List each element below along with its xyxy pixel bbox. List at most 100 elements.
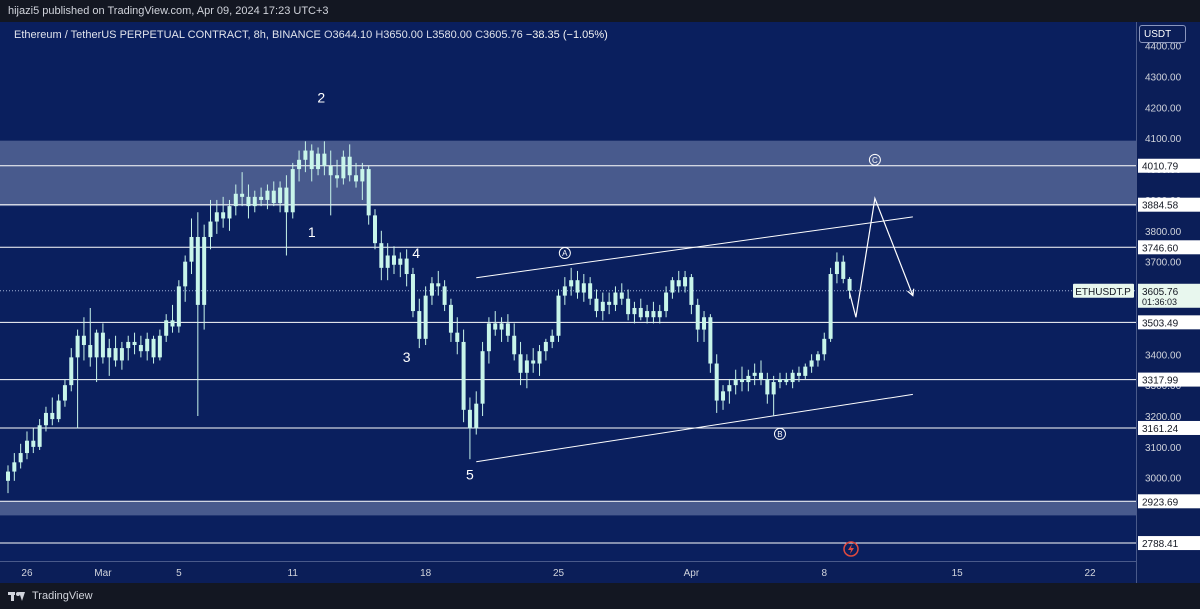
wave-label-5: 5 — [466, 466, 474, 482]
candle-body-128 — [815, 354, 820, 361]
candle-body-45 — [290, 169, 295, 213]
price-plot[interactable]: 2 1 4 3 5 A B C ETHUSDT.P — [0, 22, 1136, 561]
channel-line-0 — [476, 216, 913, 279]
candle-body-74 — [474, 403, 479, 429]
wave-circle-label-A: A — [562, 249, 568, 258]
candle-body-131 — [834, 261, 839, 275]
candle-body-29 — [189, 236, 194, 262]
wave-circle-label-B: B — [777, 430, 782, 439]
price-tick-0: 3000.00 — [1145, 474, 1182, 485]
candle-body-66 — [423, 295, 428, 339]
currency-button[interactable]: USDT — [1139, 25, 1186, 43]
candle-body-67 — [429, 283, 434, 296]
candle-body-27 — [176, 286, 181, 327]
candle-body-39 — [252, 196, 257, 207]
candle-body-94 — [600, 301, 605, 312]
candle-body-71 — [455, 332, 460, 342]
price-tick-13: 4300.00 — [1145, 72, 1182, 83]
candle-body-37 — [240, 193, 245, 197]
candle-body-115 — [733, 378, 738, 386]
candle-body-35 — [227, 206, 232, 219]
candle-body-47 — [303, 150, 308, 160]
candle-body-119 — [758, 372, 763, 379]
candle-body-52 — [335, 175, 340, 179]
candle-body-60 — [385, 255, 390, 268]
level-tag-1: 3884.58 — [1142, 201, 1179, 212]
projection-arrowhead — [907, 288, 915, 297]
wave-circle-B: B — [773, 427, 786, 440]
candle-body-118 — [752, 372, 757, 376]
symbol-name: Ethereum / TetherUS PERPETUAL CONTRACT, … — [14, 29, 321, 41]
candle-body-4 — [31, 440, 36, 447]
time-tick-0: 26 — [21, 568, 33, 579]
candle-body-101 — [645, 311, 650, 318]
candle-body-108 — [689, 277, 694, 305]
symbol-tag-text: ETHUSDT.P — [1075, 287, 1131, 298]
candle-body-33 — [214, 212, 219, 222]
level-tag-bg-6 — [1138, 494, 1200, 509]
time-tick-7: 8 — [821, 568, 827, 579]
candle-body-63 — [404, 258, 409, 275]
candle-body-111 — [708, 317, 713, 364]
candle-body-42 — [271, 190, 276, 204]
publish-bar: hijazi5 published on TradingView.com, Ap… — [0, 0, 1200, 22]
price-tick-2: 3200.00 — [1145, 412, 1182, 423]
level-tag-0: 4010.79 — [1142, 162, 1179, 173]
candle-body-5 — [37, 425, 42, 447]
wave-circle-ring-B — [773, 427, 786, 440]
candle-body-24 — [157, 335, 162, 358]
price-axis[interactable]: 3000.003100.003200.003300.003400.003500.… — [1136, 22, 1200, 583]
candle-body-83 — [531, 360, 536, 364]
candle-body-97 — [619, 292, 624, 299]
high-value: 3650.00 — [383, 29, 424, 41]
supply-zone-1 — [0, 501, 1136, 516]
candle-body-125 — [796, 372, 801, 376]
time-tick-9: 22 — [1084, 568, 1096, 579]
candle-body-46 — [297, 159, 302, 170]
candle-body-75 — [480, 351, 485, 404]
wave-circle-ring-A — [558, 247, 571, 260]
time-tick-8: 15 — [952, 568, 964, 579]
level-tag-bg-0 — [1138, 158, 1200, 173]
wave-label-3: 3 — [403, 349, 411, 365]
level-tag-3: 3503.49 — [1142, 318, 1179, 329]
level-tag-bg-2 — [1138, 240, 1200, 255]
wave-circle-C: C — [868, 153, 881, 166]
level-tag-bg-4 — [1138, 372, 1200, 387]
candle-body-11 — [75, 335, 80, 358]
candle-body-87 — [556, 295, 561, 336]
candle-body-86 — [550, 335, 555, 342]
candle-body-132 — [841, 261, 846, 279]
candle-body-16 — [107, 348, 112, 358]
level-tag-5: 3161.24 — [1142, 424, 1179, 435]
candle-body-84 — [537, 351, 542, 364]
open-label: O — [323, 29, 333, 41]
candle-body-34 — [221, 212, 226, 219]
candle-body-90 — [575, 280, 580, 293]
candle-body-25 — [164, 320, 169, 336]
candle-body-48 — [309, 150, 314, 170]
candle-body-78 — [499, 323, 504, 330]
low-label: L — [426, 29, 433, 41]
candle-body-100 — [638, 307, 643, 318]
wave-label-4: 4 — [412, 245, 420, 261]
current-price-tag: 3605.76 — [1142, 287, 1179, 298]
tradingview-logo[interactable]: TradingView — [8, 590, 93, 602]
candle-body-28 — [183, 261, 188, 287]
wave-circle-A: A — [558, 247, 571, 260]
candle-body-44 — [284, 187, 289, 213]
candle-body-57 — [366, 169, 371, 216]
wave-label-2: 2 — [317, 90, 325, 106]
wave-circle-ring-C — [868, 153, 881, 166]
candle-body-117 — [746, 375, 751, 383]
time-axis[interactable]: 26 Mar 5 11 18 25 Apr 8 15 22 — [0, 561, 1136, 584]
candle-body-22 — [145, 338, 150, 352]
symbol-price-tag: ETHUSDT.P — [1073, 283, 1134, 298]
wave-label-1: 1 — [308, 224, 316, 240]
candle-body-7 — [50, 412, 55, 420]
candle-body-30 — [195, 236, 200, 305]
candle-body-80 — [512, 335, 517, 355]
high-label: H — [375, 29, 384, 41]
candle-body-98 — [626, 298, 631, 315]
candle-body-21 — [138, 345, 143, 352]
